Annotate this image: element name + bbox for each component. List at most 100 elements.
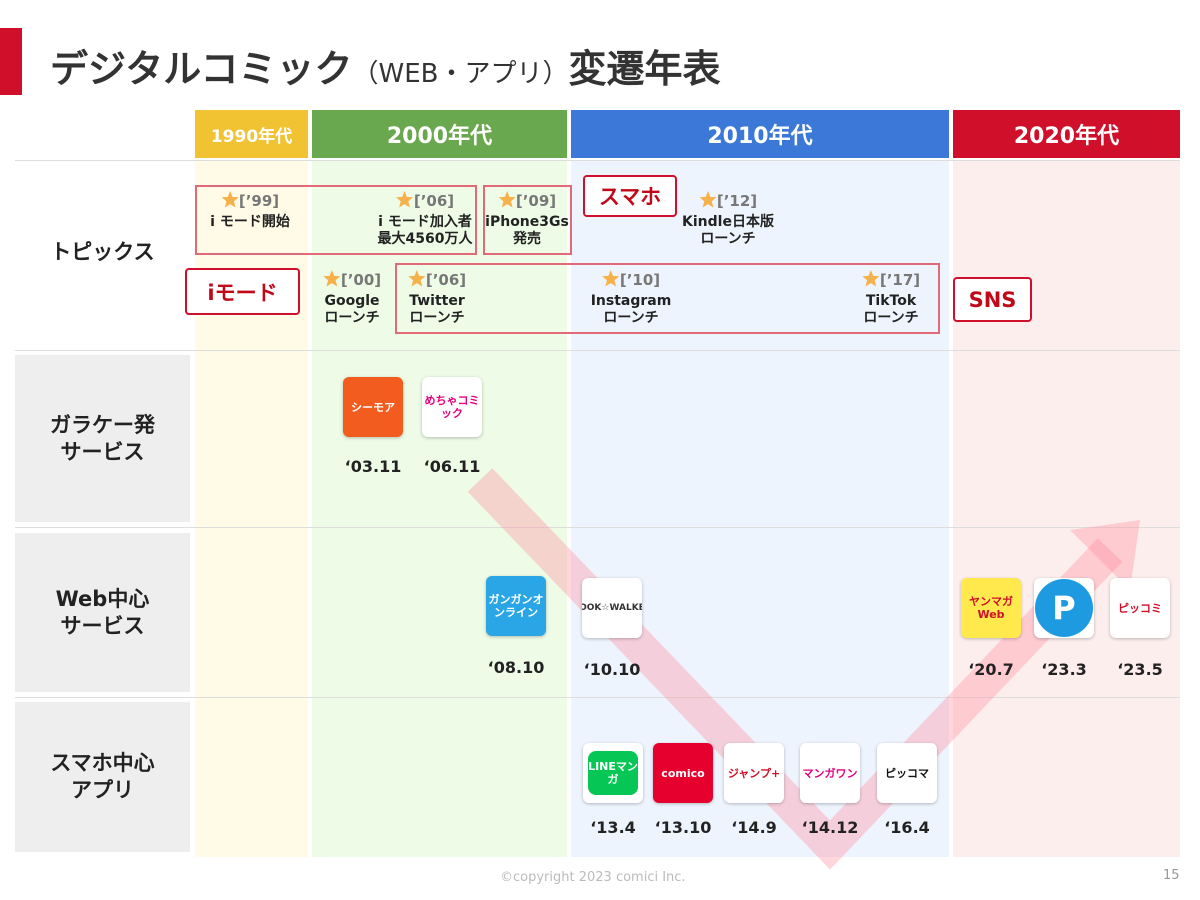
service-icon: ピッコマ: [877, 743, 937, 803]
service-icon: ヤンマガWeb: [961, 578, 1021, 638]
callout: スマホ: [583, 175, 677, 217]
group-box: [395, 263, 940, 334]
era-column: [312, 160, 567, 857]
service-icon-text: マンガワン: [802, 766, 858, 780]
service-date: ‘13.4: [590, 818, 636, 837]
star: [396, 191, 414, 208]
topic-text: Google: [324, 293, 380, 309]
topic-text: Twitter: [409, 293, 465, 309]
topic-year-line: [’09]: [485, 191, 569, 211]
separator: [15, 697, 1180, 698]
service-icon-text: めちゃコミック: [424, 394, 480, 420]
title-tail: 変遷年表: [568, 47, 721, 91]
service-icon: BOOK☆WALKER: [582, 578, 642, 638]
topic-text: ローンチ: [409, 310, 465, 326]
callout: SNS: [953, 277, 1032, 322]
service-icon-text: ヤンマガWeb: [969, 595, 1013, 621]
service-icon-text: ピッコマ: [885, 766, 929, 780]
topic-year-line: [’00]: [323, 270, 381, 290]
service-date: ‘20.7: [968, 660, 1014, 679]
separator: [15, 527, 1180, 528]
service-icon: ピッコミ: [1110, 578, 1170, 638]
topic-year: [’09]: [515, 192, 557, 210]
topic: [’09] iPhone3Gs 発売: [485, 191, 569, 248]
title-main: デジタルコミック: [50, 47, 353, 91]
service-icon: めちゃコミック: [422, 377, 482, 437]
topic-text: 最大4560万人: [377, 231, 473, 247]
topic: [’12] Kindle日本版 ローンチ: [682, 191, 774, 248]
topic-year-line: [’17]: [862, 270, 920, 290]
row-label-line: ガラケー発: [50, 412, 155, 437]
topic-text: ローンチ: [603, 310, 659, 326]
topic-year-line: [’12]: [682, 191, 774, 211]
star: [323, 270, 341, 287]
service-icon: P: [1034, 578, 1094, 638]
service-icon: LINEマンガ: [583, 743, 643, 803]
separator: [15, 350, 1180, 351]
service-date: ‘08.10: [487, 658, 545, 677]
service-date: ‘10.10: [583, 660, 641, 679]
topic: [’99] i モード開始: [210, 191, 290, 231]
group-box: [483, 185, 572, 255]
topic-text: Kindle日本版: [682, 214, 774, 230]
topic-text: ローンチ: [863, 310, 919, 326]
era-header: 2000年代: [312, 110, 567, 158]
row-label-line: サービス: [60, 613, 145, 638]
era-header: 2020年代: [953, 110, 1180, 158]
row-label-line: Web中心: [55, 586, 150, 611]
row-label: Web中心 サービス: [15, 533, 190, 692]
topic-year: [’00]: [340, 271, 382, 289]
service-date: ‘06.11: [423, 457, 481, 476]
service-date: ‘23.3: [1041, 660, 1087, 679]
service-icon: シーモア: [343, 377, 403, 437]
row-label-bg: [15, 702, 190, 852]
row-label: スマホ中心 アプリ: [15, 702, 190, 852]
callout: iモード: [185, 268, 300, 315]
era-header: 2010年代: [571, 110, 949, 158]
service-icon-text: BOOK☆WALKER: [582, 602, 642, 613]
row-label-bg: [15, 355, 190, 522]
row-label-line: アプリ: [71, 778, 134, 802]
row-label: ガラケー発 サービス: [15, 355, 190, 522]
service-icon-text: LINEマンガ: [588, 751, 638, 795]
service-date: ‘13.10: [654, 818, 712, 837]
star: [699, 191, 717, 208]
topic-year-line: [’06]: [378, 191, 473, 211]
page-number: 15: [1163, 868, 1180, 883]
service-icon-text: ガンガンオンライン: [488, 593, 544, 619]
service-date: ‘14.12: [801, 818, 859, 837]
topic-year: [’99]: [238, 192, 280, 210]
separator: [15, 160, 1180, 161]
service-icon-text: ジャンプ+: [727, 766, 781, 780]
title-sub: （WEB・アプリ）: [352, 59, 569, 89]
star: [602, 270, 620, 287]
service-date: ‘23.5: [1117, 660, 1163, 679]
topic: [’17] TikTok ローンチ: [862, 270, 920, 327]
topic-year: [’06]: [413, 192, 455, 210]
service-icon-text: シーモア: [351, 400, 395, 414]
era-column: [953, 160, 1180, 857]
accent-bar: [0, 28, 22, 95]
service-icon: ガンガンオンライン: [486, 576, 546, 636]
era-column: [571, 160, 949, 857]
topic-text: TikTok: [865, 293, 917, 309]
title: デジタルコミック（WEB・アプリ）変遷年表: [50, 38, 720, 93]
topic-year: [’10]: [619, 271, 661, 289]
star: [408, 270, 426, 287]
topic-text: 発売: [512, 231, 541, 247]
service-date: ‘16.4: [884, 818, 930, 837]
service-icon-text: P: [1035, 579, 1093, 637]
copyright: ©copyright 2023 comici Inc.: [500, 870, 686, 885]
era-header: 1990年代: [195, 110, 308, 158]
topic: [’06] Twitter ローンチ: [408, 270, 466, 327]
topic-text: ローンチ: [324, 310, 380, 326]
row-label-bg: [15, 533, 190, 692]
topic-text: i モード加入者: [378, 214, 472, 230]
service-date: ‘03.11: [344, 457, 402, 476]
topic-year: [’12]: [716, 192, 758, 210]
row-label-line: トピックス: [50, 239, 155, 264]
topic: [’06] i モード加入者 最大4560万人: [377, 191, 473, 248]
topic-year-line: [’10]: [591, 270, 672, 290]
row-label-line: サービス: [60, 439, 145, 464]
